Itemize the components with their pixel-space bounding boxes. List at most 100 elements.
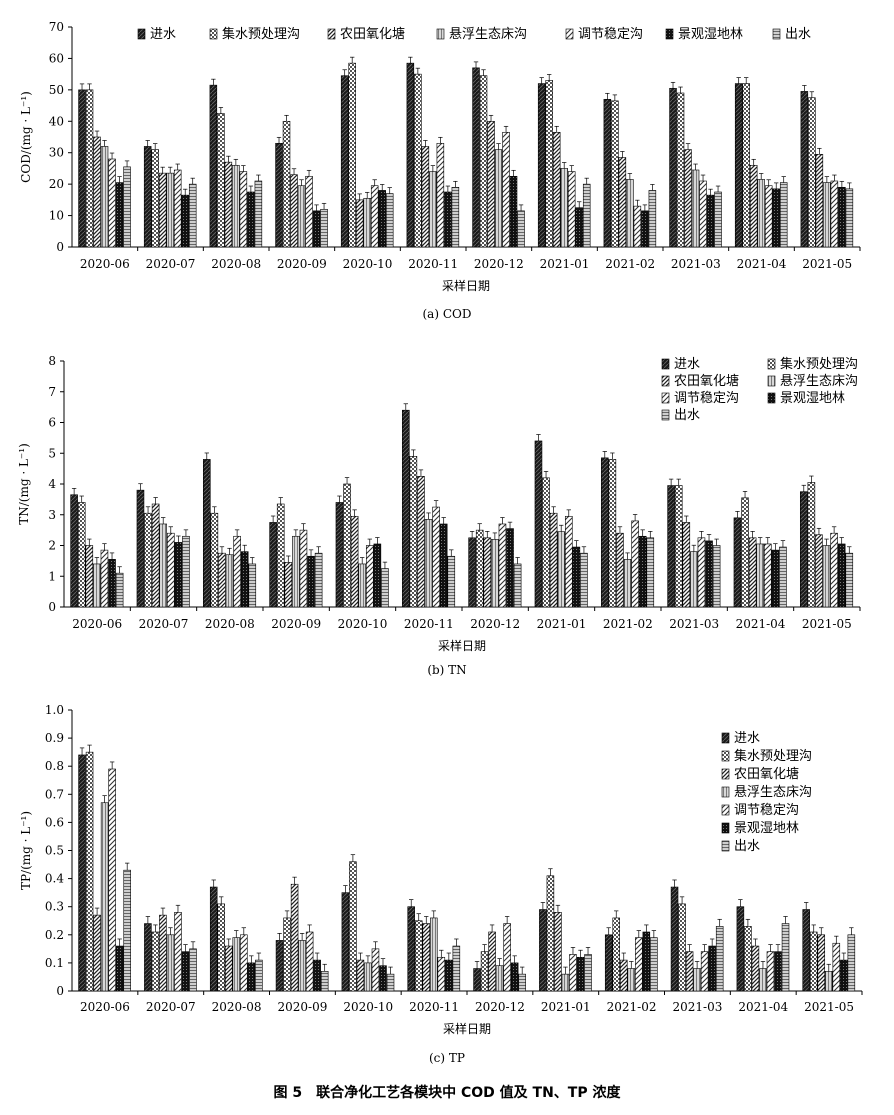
bar-4	[232, 937, 241, 992]
bar-5	[503, 923, 511, 992]
legend-swatch-5	[661, 392, 670, 404]
bar-3	[552, 131, 561, 248]
y-tick-label: 0	[48, 600, 56, 614]
bar-4	[560, 168, 568, 248]
legend-label-5: 调节稳定沟	[578, 26, 643, 42]
bar-6	[510, 962, 519, 992]
legend-swatch-4	[436, 28, 445, 40]
bar-5	[299, 529, 308, 608]
chart-panel-1: 0 10 20 30 40 50 60 70 COD/(mg · L⁻¹) 2020-06 2020…	[19, 20, 861, 321]
legend-label-5: 调节稳定沟	[674, 390, 739, 406]
bar-5	[498, 523, 507, 608]
legend-label-1: 进水	[734, 731, 760, 746]
legend-label-6: 景观湿地林	[780, 391, 845, 406]
x-tick-label: 2020-12	[470, 617, 520, 631]
bar-2	[475, 529, 484, 608]
legend-swatch-6	[665, 28, 674, 40]
y-tick-label: 5	[48, 446, 56, 460]
bar-7	[115, 572, 124, 608]
legend-swatch-4	[767, 375, 776, 387]
x-tick-label: 2020-06	[72, 617, 122, 631]
legend-label-5: 调节稳定沟	[734, 802, 799, 818]
bar-2	[217, 903, 225, 992]
bar-2	[744, 926, 752, 992]
bar-7	[320, 971, 329, 992]
bar-5	[233, 535, 241, 608]
bar-1	[78, 89, 86, 248]
bar-4	[297, 185, 306, 248]
bar-4	[561, 973, 570, 992]
x-tick-label: 2021-05	[804, 1000, 854, 1014]
x-tick-label: 2020-09	[277, 257, 327, 271]
bar-3	[225, 945, 233, 992]
bar-1	[143, 146, 152, 248]
bar-7	[314, 552, 323, 608]
legend-swatch-1	[661, 358, 670, 370]
bar-7	[715, 926, 724, 992]
bar-7	[188, 183, 197, 248]
bar-5	[699, 180, 707, 248]
bar-2	[343, 483, 351, 608]
x-tick-label: 2020-07	[146, 1000, 196, 1014]
bar-1	[136, 489, 145, 608]
bar-5	[370, 185, 379, 248]
bar-3	[815, 153, 824, 248]
bar-1	[800, 91, 809, 248]
bar-4	[100, 802, 109, 992]
bar-7	[255, 959, 263, 992]
x-tick-label: 2020-06	[80, 1000, 130, 1014]
bar-7	[584, 954, 592, 992]
bar-7	[650, 937, 658, 992]
bar-2	[151, 149, 159, 248]
bar-2	[349, 861, 357, 992]
x-tick-label: 2021-03	[671, 257, 721, 271]
bar-2	[674, 485, 683, 608]
bar-6	[641, 210, 649, 248]
bar-7	[248, 563, 257, 608]
bar-6	[373, 543, 382, 608]
x-tick-label: 2021-01	[537, 617, 587, 631]
bar-5	[371, 948, 380, 992]
bar-5	[564, 515, 573, 608]
legend-swatch-5	[721, 804, 730, 816]
x-tick-label: 2021-04	[738, 1000, 788, 1014]
bar-1	[275, 142, 283, 248]
x-tick-label: 2020-11	[404, 617, 454, 631]
x-tick-label: 2020-10	[343, 257, 393, 271]
bar-4	[100, 146, 109, 248]
bar-4	[292, 535, 300, 608]
bar-7	[646, 537, 655, 608]
bar-5	[697, 537, 706, 608]
bar-1	[203, 459, 211, 608]
bar-5	[173, 169, 182, 248]
bar-5	[305, 931, 314, 992]
bar-7	[518, 973, 526, 992]
bar-2	[807, 482, 816, 608]
bar-4	[491, 539, 499, 608]
bar-7	[580, 552, 588, 608]
bar-5	[166, 532, 175, 608]
bar-1	[473, 968, 481, 992]
bar-7	[182, 535, 190, 608]
x-axis-label: 采样日期	[443, 1021, 491, 1036]
bar-2	[611, 100, 619, 248]
bar-3	[618, 157, 627, 248]
bar-2	[210, 512, 219, 608]
bar-1	[341, 892, 350, 992]
bar-6	[772, 188, 780, 248]
bar-2	[85, 751, 94, 992]
bar-1	[603, 98, 612, 248]
bar-4	[691, 169, 700, 248]
y-tick-label: 0	[56, 240, 64, 254]
bar-2	[808, 97, 816, 248]
bar-1	[78, 754, 86, 992]
x-tick-label: 2021-03	[669, 617, 719, 631]
bar-6	[378, 190, 386, 248]
legend-swatch-7	[772, 28, 781, 40]
bar-4	[693, 968, 701, 992]
y-axis-label: COD/(mg · L⁻¹)	[19, 91, 33, 183]
bar-6	[307, 555, 315, 608]
bar-2	[414, 73, 422, 248]
bar-7	[781, 923, 790, 992]
